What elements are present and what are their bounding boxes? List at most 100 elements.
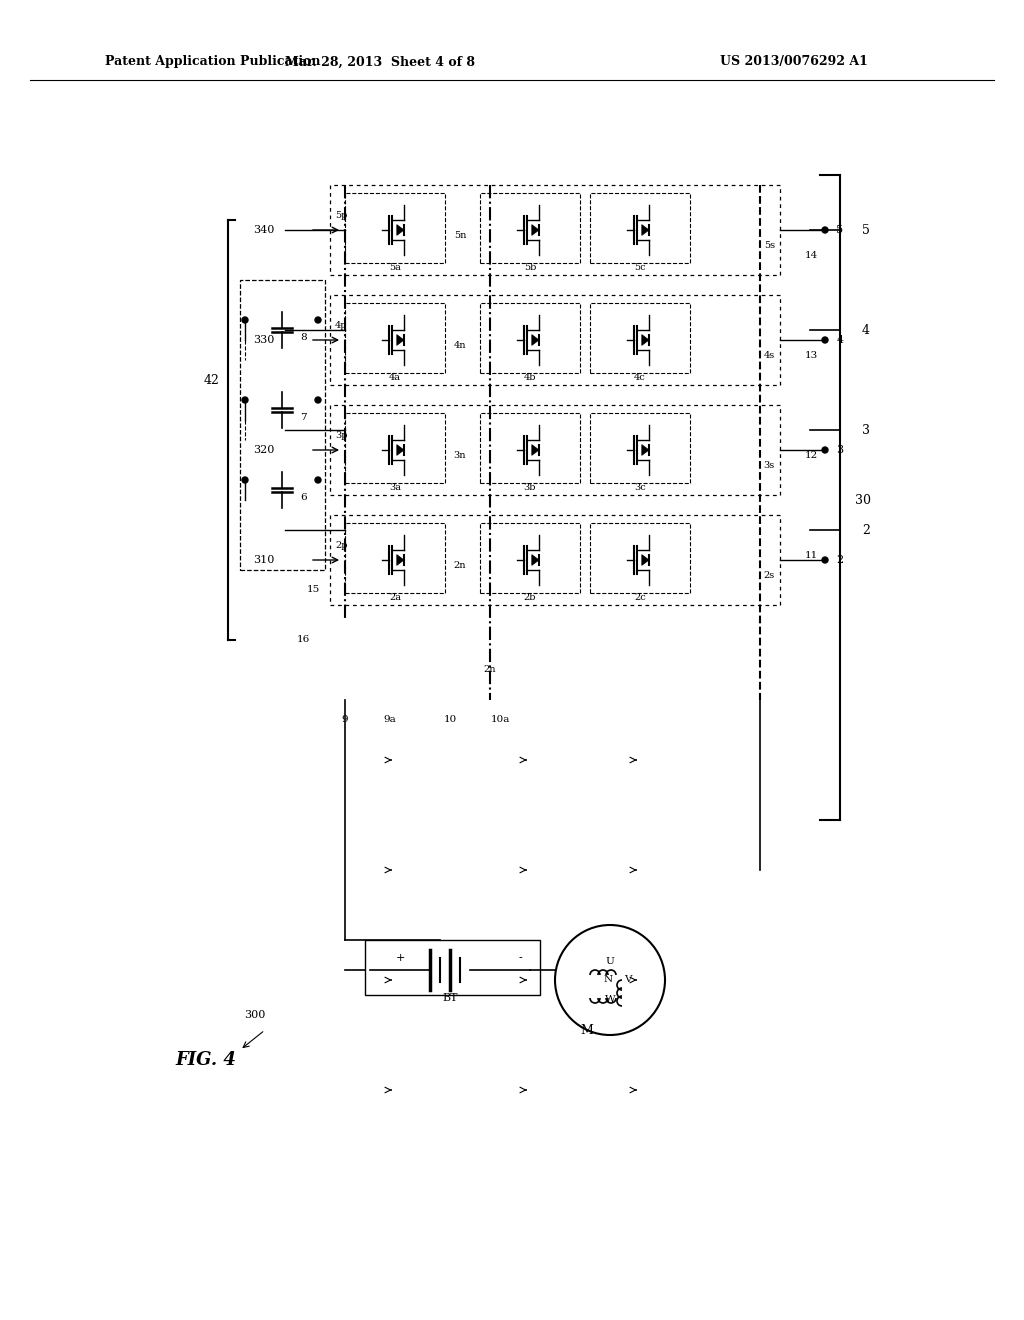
Text: 8: 8 xyxy=(300,334,306,342)
Circle shape xyxy=(822,227,828,234)
Text: 3n: 3n xyxy=(454,450,466,459)
Bar xyxy=(345,523,445,593)
Text: 2n: 2n xyxy=(483,665,497,675)
Text: 2: 2 xyxy=(837,554,844,565)
Text: BT: BT xyxy=(442,993,458,1003)
Bar xyxy=(590,413,690,483)
Text: U: U xyxy=(605,957,614,966)
Text: 2b: 2b xyxy=(523,593,537,602)
Circle shape xyxy=(242,477,248,483)
Text: 340: 340 xyxy=(254,224,275,235)
Text: 5: 5 xyxy=(837,224,844,235)
Text: 4s: 4s xyxy=(764,351,775,359)
Bar xyxy=(330,515,780,605)
Text: 2a: 2a xyxy=(389,593,401,602)
Text: FIG. 4: FIG. 4 xyxy=(175,1051,236,1069)
Text: 14: 14 xyxy=(805,251,818,260)
Text: N: N xyxy=(603,975,612,985)
Bar xyxy=(330,185,780,275)
Text: 5: 5 xyxy=(862,223,869,236)
Bar xyxy=(240,280,325,570)
Text: 30: 30 xyxy=(855,494,871,507)
Bar xyxy=(480,193,580,263)
Text: 310: 310 xyxy=(254,554,275,565)
Text: 4: 4 xyxy=(837,335,844,345)
Text: 11: 11 xyxy=(805,550,818,560)
Circle shape xyxy=(822,337,828,343)
Text: 42: 42 xyxy=(204,374,220,387)
Text: 2s: 2s xyxy=(764,570,775,579)
Text: Patent Application Publication: Patent Application Publication xyxy=(105,55,321,69)
Polygon shape xyxy=(531,334,539,346)
Text: Mar. 28, 2013  Sheet 4 of 8: Mar. 28, 2013 Sheet 4 of 8 xyxy=(285,55,475,69)
Bar xyxy=(480,413,580,483)
Text: 4n: 4n xyxy=(454,341,466,350)
Text: 16: 16 xyxy=(297,635,310,644)
Text: 4a: 4a xyxy=(389,372,401,381)
Text: 3: 3 xyxy=(862,424,870,437)
Text: 300: 300 xyxy=(245,1010,265,1020)
Bar xyxy=(345,304,445,374)
Bar xyxy=(480,304,580,374)
Polygon shape xyxy=(531,554,539,565)
Text: V: V xyxy=(625,975,632,985)
Polygon shape xyxy=(531,224,539,235)
Bar xyxy=(365,940,540,995)
Text: US 2013/0076292 A1: US 2013/0076292 A1 xyxy=(720,55,868,69)
Text: -: - xyxy=(518,953,522,964)
Bar xyxy=(590,193,690,263)
Text: M: M xyxy=(580,1023,593,1036)
Text: +: + xyxy=(395,953,404,964)
Text: 12: 12 xyxy=(805,450,818,459)
Text: 3p: 3p xyxy=(335,430,347,440)
Text: 3b: 3b xyxy=(523,483,537,491)
Bar xyxy=(480,523,580,593)
Bar xyxy=(330,405,780,495)
Circle shape xyxy=(822,557,828,564)
Text: 9a: 9a xyxy=(384,715,396,725)
Circle shape xyxy=(315,317,321,323)
Bar xyxy=(330,294,780,385)
Text: 5b: 5b xyxy=(524,263,537,272)
Text: 2n: 2n xyxy=(454,561,466,569)
Polygon shape xyxy=(642,334,649,346)
Circle shape xyxy=(242,317,248,323)
Circle shape xyxy=(242,397,248,403)
Text: 10a: 10a xyxy=(490,715,510,725)
Text: 7: 7 xyxy=(300,413,306,422)
Text: 3a: 3a xyxy=(389,483,401,491)
Text: 5a: 5a xyxy=(389,263,401,272)
Text: 3c: 3c xyxy=(634,483,646,491)
Text: 2c: 2c xyxy=(634,593,646,602)
Bar xyxy=(590,523,690,593)
Polygon shape xyxy=(397,445,404,455)
Polygon shape xyxy=(397,334,404,346)
Polygon shape xyxy=(642,554,649,565)
Bar xyxy=(345,193,445,263)
Text: 4: 4 xyxy=(862,323,870,337)
Text: 2: 2 xyxy=(862,524,869,536)
Circle shape xyxy=(822,447,828,453)
Polygon shape xyxy=(397,224,404,235)
Text: 2p: 2p xyxy=(335,540,347,549)
Polygon shape xyxy=(642,224,649,235)
Text: 4p: 4p xyxy=(335,321,347,330)
Bar xyxy=(590,304,690,374)
Text: 3s: 3s xyxy=(764,461,775,470)
Text: 5s: 5s xyxy=(764,240,775,249)
Polygon shape xyxy=(397,554,404,565)
Text: 5n: 5n xyxy=(454,231,466,239)
Text: 3: 3 xyxy=(837,445,844,455)
Polygon shape xyxy=(531,445,539,455)
Text: 5c: 5c xyxy=(634,263,646,272)
Circle shape xyxy=(315,477,321,483)
Text: 4b: 4b xyxy=(523,372,537,381)
Bar xyxy=(345,413,445,483)
Text: 10: 10 xyxy=(443,715,457,725)
Text: 13: 13 xyxy=(805,351,818,359)
Text: 330: 330 xyxy=(254,335,275,345)
Text: 15: 15 xyxy=(307,586,319,594)
Circle shape xyxy=(315,397,321,403)
Text: W: W xyxy=(605,995,615,1005)
Text: 9: 9 xyxy=(342,715,348,725)
